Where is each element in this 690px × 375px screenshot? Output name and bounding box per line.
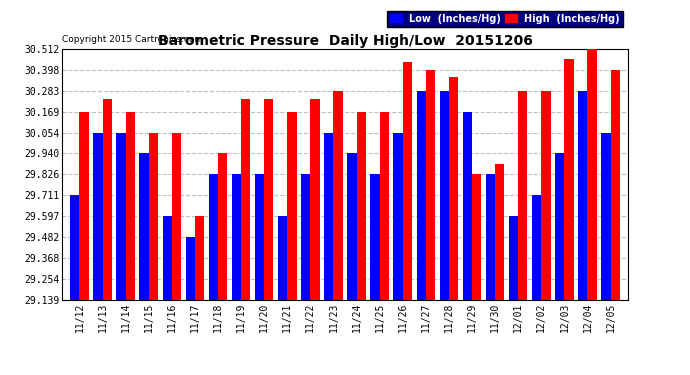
Bar: [449, 78, 458, 300]
Bar: [149, 132, 158, 300]
Bar: [186, 237, 195, 300]
Bar: [126, 111, 135, 300]
Bar: [555, 153, 564, 300]
Bar: [564, 59, 573, 300]
Title: Barometric Pressure  Daily High/Low  20151206: Barometric Pressure Daily High/Low 20151…: [157, 34, 533, 48]
Bar: [301, 174, 310, 300]
Bar: [486, 174, 495, 300]
Bar: [139, 153, 149, 300]
Bar: [357, 111, 366, 300]
Bar: [578, 91, 587, 300]
Text: Copyright 2015 Cartronics.com: Copyright 2015 Cartronics.com: [62, 35, 204, 44]
Bar: [509, 216, 518, 300]
Bar: [310, 99, 319, 300]
Bar: [163, 216, 172, 300]
Bar: [232, 174, 241, 300]
Bar: [287, 111, 297, 300]
Bar: [103, 99, 112, 300]
Bar: [324, 132, 333, 300]
Bar: [264, 99, 273, 300]
Bar: [195, 216, 204, 300]
Bar: [241, 99, 250, 300]
Bar: [79, 111, 88, 300]
Bar: [371, 174, 380, 300]
Bar: [587, 49, 597, 300]
Bar: [380, 111, 389, 300]
Bar: [472, 174, 481, 300]
Bar: [463, 111, 472, 300]
Bar: [541, 91, 551, 300]
Bar: [393, 132, 403, 300]
Bar: [602, 132, 611, 300]
Bar: [347, 153, 357, 300]
Bar: [417, 91, 426, 300]
Legend: Low  (Inches/Hg), High  (Inches/Hg): Low (Inches/Hg), High (Inches/Hg): [387, 11, 623, 27]
Bar: [117, 132, 126, 300]
Bar: [70, 195, 79, 300]
Bar: [218, 153, 227, 300]
Bar: [495, 164, 504, 300]
Bar: [209, 174, 218, 300]
Bar: [532, 195, 541, 300]
Bar: [255, 174, 264, 300]
Bar: [172, 132, 181, 300]
Bar: [518, 91, 527, 300]
Bar: [333, 91, 343, 300]
Bar: [403, 62, 412, 300]
Bar: [278, 216, 287, 300]
Bar: [93, 132, 103, 300]
Bar: [611, 70, 620, 300]
Bar: [440, 91, 449, 300]
Bar: [426, 70, 435, 300]
